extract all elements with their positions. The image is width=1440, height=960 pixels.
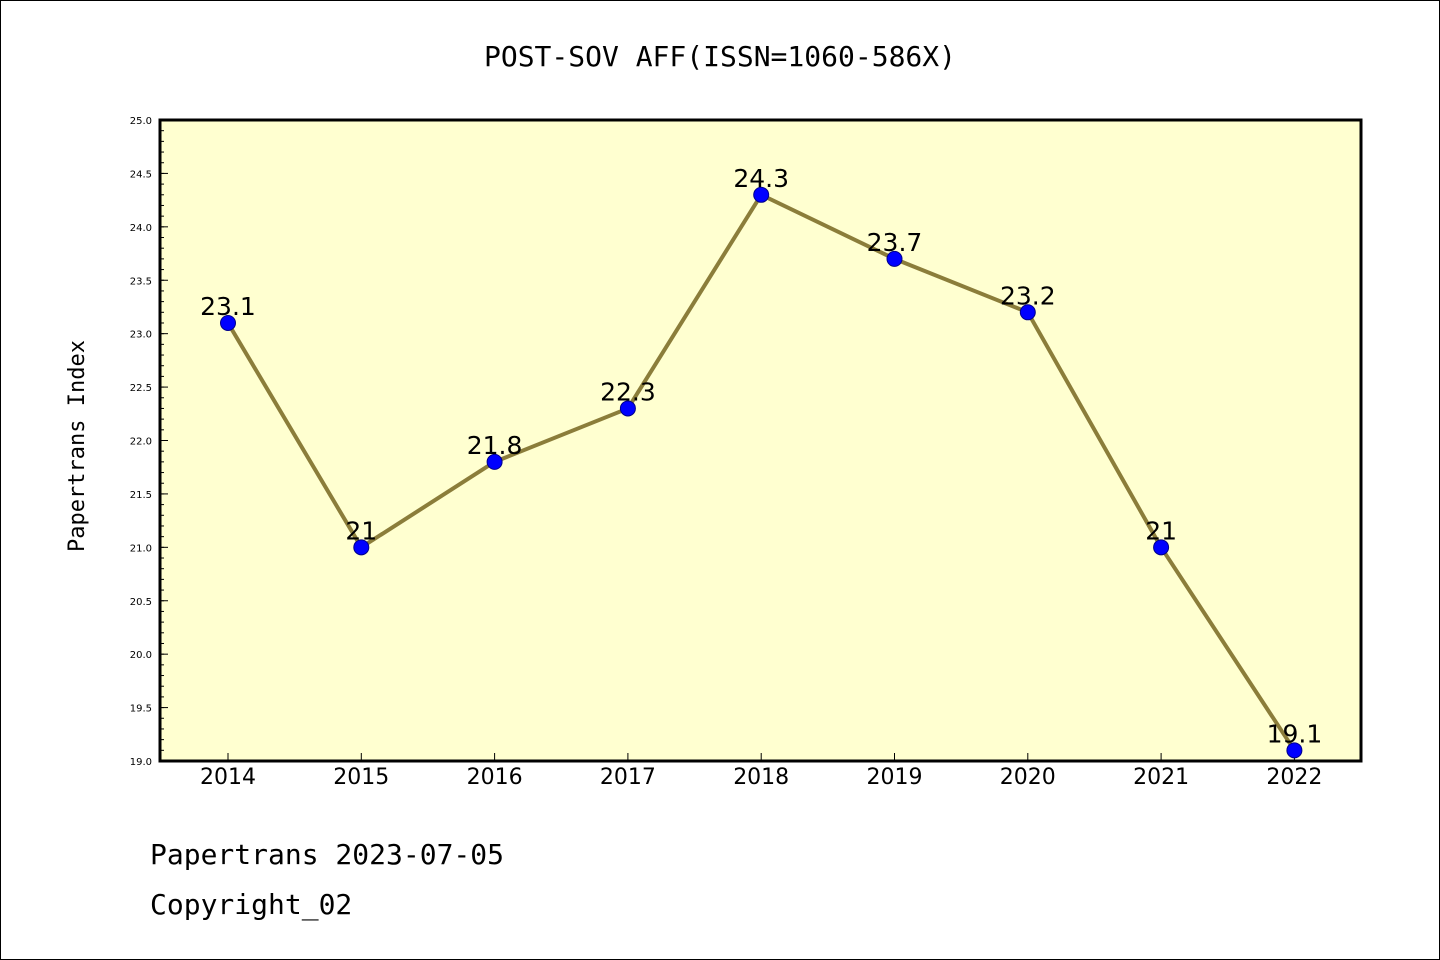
data-point xyxy=(1153,539,1170,556)
y-tick-label: 22.0 xyxy=(130,437,152,448)
data-point xyxy=(753,186,770,203)
x-tick-label: 2018 xyxy=(733,765,789,790)
data-point xyxy=(1286,742,1303,759)
y-tick-label: 21.0 xyxy=(130,543,152,554)
y-tick-label: 19.5 xyxy=(130,704,152,715)
y-tick-label: 25.0 xyxy=(130,116,152,127)
footer-copyright: Copyright_02 xyxy=(150,888,352,922)
data-label: 23.2 xyxy=(1000,281,1056,310)
y-tick-label: 20.0 xyxy=(130,650,152,661)
plot-border xyxy=(158,118,1363,763)
y-tick-label: 21.5 xyxy=(130,490,152,501)
data-label: 21.8 xyxy=(467,431,523,460)
data-label: 22.3 xyxy=(600,377,656,406)
x-axis-ticks: 2014 2015 2016 2017 2018 2019 2020 2021 2022 xyxy=(200,753,1322,790)
series-index xyxy=(220,186,1303,759)
x-tick-label: 2019 xyxy=(867,765,923,790)
chart-title: POST-SOV AFF(ISSN=1060-586X) xyxy=(484,40,956,73)
data-point xyxy=(1019,304,1036,321)
x-tick-label: 2014 xyxy=(200,765,256,790)
y-tick-label: 22.5 xyxy=(130,383,152,394)
y-tick-label: 24.5 xyxy=(130,169,152,180)
data-label: 23.1 xyxy=(200,292,256,321)
data-point xyxy=(220,314,236,331)
y-tick-label: 24.0 xyxy=(130,223,152,234)
x-tick-label: 2017 xyxy=(600,765,656,790)
data-label: 24.3 xyxy=(733,164,789,193)
data-point xyxy=(886,250,903,267)
plot-area xyxy=(160,120,1361,761)
data-label: 19.1 xyxy=(1267,719,1323,748)
data-label: 21 xyxy=(345,516,377,545)
footer-date: Papertrans 2023-07-05 xyxy=(150,838,504,871)
x-tick-label: 2020 xyxy=(1000,765,1056,790)
data-point xyxy=(486,453,503,470)
data-labels: 23.1 21 21.8 22.3 24.3 23.7 23.2 21 19.1 xyxy=(200,164,1322,749)
y-tick-label: 23.5 xyxy=(130,276,152,287)
y-tick-label: 19.0 xyxy=(130,757,152,768)
y-tick-label: 20.5 xyxy=(130,597,152,608)
data-label: 23.7 xyxy=(867,228,923,257)
y-axis-label: Papertrans Index xyxy=(65,340,90,552)
x-tick-label: 2021 xyxy=(1133,765,1189,790)
data-point xyxy=(353,539,370,556)
x-tick-label: 2016 xyxy=(467,765,523,790)
data-label: 21 xyxy=(1145,516,1177,545)
y-tick-label: 23.0 xyxy=(130,330,152,341)
x-tick-label: 2015 xyxy=(333,765,389,790)
x-tick-label: 2022 xyxy=(1266,765,1322,790)
data-point xyxy=(619,400,636,417)
